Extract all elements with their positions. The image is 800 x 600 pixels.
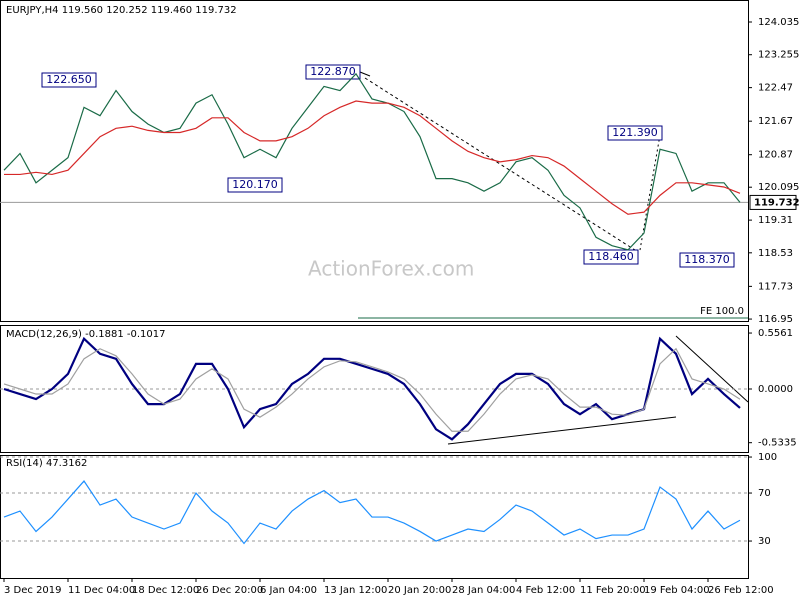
x-tick-label: 13 Jan 12:00 xyxy=(324,585,387,596)
x-tick-label: 26 Feb 12:00 xyxy=(708,585,774,596)
last-price-box xyxy=(749,194,797,210)
watermark: ActionForex.com xyxy=(308,257,474,281)
annotation-box xyxy=(607,125,663,141)
series-line xyxy=(3,336,741,441)
level-label: FE 100.0 xyxy=(700,306,744,317)
macd-title: MACD(12,26,9) -0.1881 -0.1017 xyxy=(6,329,166,340)
last-price-label: 119.732 xyxy=(754,197,800,208)
y-tick-label: 122.47 xyxy=(758,83,793,94)
annotation: 122.870 xyxy=(310,65,356,78)
trend-line xyxy=(675,335,749,403)
annotation: 121.390 xyxy=(612,126,658,139)
y-tick-label: 100 xyxy=(758,452,777,463)
chart-title: EURJPY,H4 119.560 120.252 119.460 119.73… xyxy=(6,5,237,16)
rsi-title: RSI(14) 47.3162 xyxy=(6,458,87,469)
annotation-box xyxy=(227,177,283,193)
x-tick-label: 11 Dec 04:00 xyxy=(68,585,135,596)
x-tick-label: 3 Dec 2019 xyxy=(4,585,62,596)
series-line xyxy=(3,480,741,545)
series-line xyxy=(3,347,741,432)
y-tick-label: 118.53 xyxy=(758,248,793,259)
x-tick-label: 4 Feb 12:00 xyxy=(516,585,575,596)
y-tick-label: 70 xyxy=(758,488,771,499)
y-tick-label: 117.73 xyxy=(758,281,793,292)
annotation-box xyxy=(583,249,639,265)
annotation: 122.650 xyxy=(46,73,92,86)
y-tick-label: -0.5335 xyxy=(758,438,797,449)
price-panel xyxy=(0,0,749,322)
annotation-box xyxy=(41,72,97,88)
series-line xyxy=(3,72,741,251)
y-tick-label: 0.5561 xyxy=(758,328,793,339)
annotation-box xyxy=(679,252,735,268)
x-tick-label: 18 Dec 12:00 xyxy=(132,585,199,596)
annotation: 118.370 xyxy=(684,253,730,266)
annotation-box xyxy=(305,64,361,80)
x-tick-label: 11 Feb 20:00 xyxy=(580,585,646,596)
annotation: 118.460 xyxy=(588,250,634,263)
x-tick-label: 6 Jan 04:00 xyxy=(260,585,317,596)
x-tick-label: 19 Feb 04:00 xyxy=(644,585,710,596)
x-tick-label: 26 Dec 20:00 xyxy=(196,585,263,596)
y-tick-label: 121.67 xyxy=(758,116,793,127)
y-tick-label: 116.95 xyxy=(758,314,793,325)
x-tick-label: 20 Jan 20:00 xyxy=(388,585,451,596)
y-tick-label: 123.255 xyxy=(758,50,799,61)
y-tick-label: 124.035 xyxy=(758,17,799,28)
annotation-connector xyxy=(359,71,371,77)
y-tick-label: 30 xyxy=(758,536,771,547)
y-tick-label: 120.095 xyxy=(758,182,799,193)
trend-line xyxy=(447,416,677,445)
y-tick-label: 120.87 xyxy=(758,150,793,161)
rsi-panel xyxy=(0,455,749,579)
series-line xyxy=(4,100,741,215)
trend-line xyxy=(364,77,636,251)
annotation: 120.170 xyxy=(232,178,278,191)
x-tick-label: 28 Jan 04:00 xyxy=(452,585,515,596)
y-tick-label: 0.0000 xyxy=(758,384,793,395)
y-tick-label: 119.31 xyxy=(758,215,793,226)
